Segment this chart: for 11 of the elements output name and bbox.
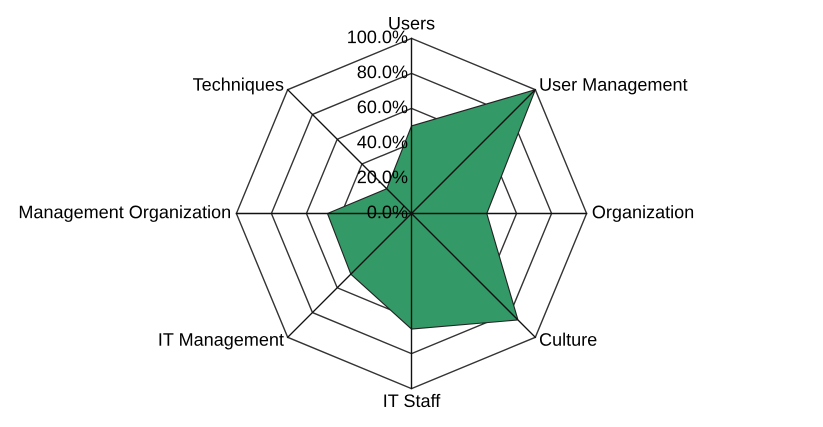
spoke-label: IT Staff: [384, 394, 440, 408]
y-tick-label: 100.0%: [348, 30, 408, 44]
spoke-label: Culture: [540, 332, 596, 346]
spoke-label: User Management: [540, 78, 688, 94]
spoke-label: IT Management: [160, 333, 284, 350]
y-tick-label: 60.0%: [358, 100, 408, 114]
spoke-label: Users: [389, 16, 434, 30]
spoke-label: Organization: [592, 205, 694, 222]
spoke-label: Management Organization: [20, 205, 230, 222]
spoke-label: Techniques: [193, 78, 284, 94]
y-tick-label: 80.0%: [358, 65, 408, 78]
